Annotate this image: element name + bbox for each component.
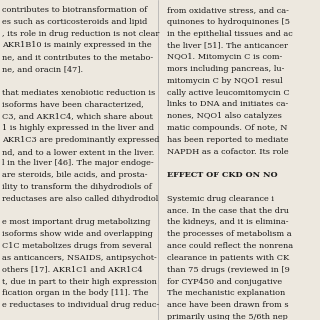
Text: t, due in part to their high expression: t, due in part to their high expression — [2, 277, 157, 285]
Text: nones, NQO1 also catalyzes: nones, NQO1 also catalyzes — [167, 112, 282, 120]
Text: , its role in drug reduction is not clear: , its role in drug reduction is not clea… — [2, 30, 159, 38]
Text: AKR1C3 are predominantly expressed: AKR1C3 are predominantly expressed — [2, 136, 159, 144]
Text: ne, and oracin [47].: ne, and oracin [47]. — [2, 65, 83, 73]
Text: C1C metabolizes drugs from several: C1C metabolizes drugs from several — [2, 242, 152, 250]
Text: C3, and AKR1C4, which share about: C3, and AKR1C4, which share about — [2, 112, 153, 120]
Text: e reductases to individual drug reduc-: e reductases to individual drug reduc- — [2, 301, 159, 309]
Text: ility to transform the dihydrodiols of: ility to transform the dihydrodiols of — [2, 183, 152, 191]
Text: has been reported to mediate: has been reported to mediate — [167, 136, 289, 144]
Text: are steroids, bile acids, and prosta-: are steroids, bile acids, and prosta- — [2, 171, 148, 179]
Text: the kidneys, and it is elimina-: the kidneys, and it is elimina- — [167, 219, 289, 227]
Text: that mediates xenobiotic reduction is: that mediates xenobiotic reduction is — [2, 89, 155, 97]
Text: l in the liver [46]. The major endoge-: l in the liver [46]. The major endoge- — [2, 159, 154, 167]
Text: isoforms have been characterized,: isoforms have been characterized, — [2, 100, 144, 108]
Text: the liver [51]. The anticancer: the liver [51]. The anticancer — [167, 41, 288, 49]
Text: Systemic drug clearance i: Systemic drug clearance i — [167, 195, 274, 203]
Text: for CYP450 and conjugative: for CYP450 and conjugative — [167, 277, 282, 285]
Text: cally active leucomitomycin C: cally active leucomitomycin C — [167, 89, 290, 97]
Text: ance. In the case that the dru: ance. In the case that the dru — [167, 207, 289, 215]
Text: primarily using the 5/6th nep: primarily using the 5/6th nep — [167, 313, 288, 320]
Text: NAPDH as a cofactor. Its role: NAPDH as a cofactor. Its role — [167, 148, 289, 156]
Text: in the epithelial tissues and ac: in the epithelial tissues and ac — [167, 30, 293, 38]
Text: links to DNA and initiates ca-: links to DNA and initiates ca- — [167, 100, 288, 108]
Text: contributes to biotransformation of: contributes to biotransformation of — [2, 6, 147, 14]
Text: isoforms show wide and overlapping: isoforms show wide and overlapping — [2, 230, 153, 238]
Text: ne, and it contributes to the metabo-: ne, and it contributes to the metabo- — [2, 53, 153, 61]
Text: matic compounds. Of note, N: matic compounds. Of note, N — [167, 124, 287, 132]
Text: quinones to hydroquinones [5: quinones to hydroquinones [5 — [167, 18, 290, 26]
Text: e most important drug metabolizing: e most important drug metabolizing — [2, 219, 150, 227]
Text: es such as corticosteroids and lipid: es such as corticosteroids and lipid — [2, 18, 147, 26]
Text: EFFECT OF CKD ON NO: EFFECT OF CKD ON NO — [167, 171, 278, 179]
Text: NQO1. Mitomycin C is com-: NQO1. Mitomycin C is com- — [167, 53, 282, 61]
Text: others [17]. AKR1C1 and AKR1C4: others [17]. AKR1C1 and AKR1C4 — [2, 266, 143, 274]
Text: fication organ in the body [11]. The: fication organ in the body [11]. The — [2, 289, 148, 297]
Text: clearance in patients with CK: clearance in patients with CK — [167, 254, 289, 262]
Text: ance could reflect the nonrena: ance could reflect the nonrena — [167, 242, 293, 250]
Text: mors including pancreas, lu-: mors including pancreas, lu- — [167, 65, 284, 73]
Text: AKR1B10 is mainly expressed in the: AKR1B10 is mainly expressed in the — [2, 41, 152, 49]
Text: ance have been drawn from s: ance have been drawn from s — [167, 301, 289, 309]
Text: from oxidative stress, and ca-: from oxidative stress, and ca- — [167, 6, 289, 14]
Text: as anticancers, NSAIDS, antipsychot-: as anticancers, NSAIDS, antipsychot- — [2, 254, 157, 262]
Text: The mechanistic explanation: The mechanistic explanation — [167, 289, 285, 297]
Text: nd, and to a lower extent in the liver.: nd, and to a lower extent in the liver. — [2, 148, 154, 156]
Text: the processes of metabolism a: the processes of metabolism a — [167, 230, 292, 238]
Text: mitomycin C by NQO1 resul: mitomycin C by NQO1 resul — [167, 77, 283, 85]
Text: 1 is highly expressed in the liver and: 1 is highly expressed in the liver and — [2, 124, 154, 132]
Text: than 75 drugs (reviewed in [9: than 75 drugs (reviewed in [9 — [167, 266, 290, 274]
Text: reductases are also called dihydrodiol: reductases are also called dihydrodiol — [2, 195, 158, 203]
